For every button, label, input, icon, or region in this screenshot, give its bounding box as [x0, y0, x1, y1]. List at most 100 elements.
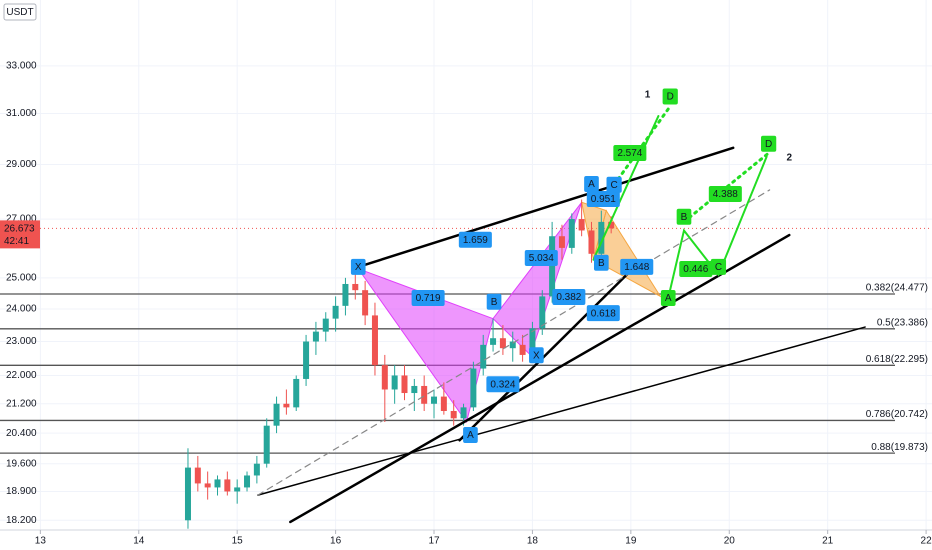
candle-body	[224, 479, 231, 492]
point-label-box	[710, 258, 727, 275]
point-label: A	[588, 179, 595, 190]
pattern-heading: 1	[645, 89, 651, 100]
candle-body	[342, 283, 349, 306]
candle-body	[608, 221, 615, 229]
candle-body	[421, 385, 428, 404]
ratio-label-box	[486, 376, 520, 393]
candle-body	[598, 221, 605, 254]
point-label-box	[529, 347, 544, 364]
trendline	[667, 155, 768, 299]
candle-body	[470, 368, 477, 408]
ratio-label-box	[524, 249, 558, 266]
x-tick-label: 13	[35, 536, 47, 547]
candle-layer	[184, 199, 615, 529]
point-label-box	[350, 258, 366, 275]
x-tick-label: 15	[232, 536, 244, 547]
candle-body	[381, 365, 388, 390]
point-label-box	[660, 289, 676, 306]
y-tick-label: 20.400	[6, 428, 37, 439]
candle-body	[244, 475, 251, 488]
y-tick-label: 33.000	[6, 60, 37, 71]
candle-body	[322, 318, 329, 332]
ratio-label: 0.324	[490, 379, 515, 390]
point-label: A	[665, 293, 672, 304]
point-label: C	[715, 262, 722, 273]
countdown-label: 42:41	[4, 236, 29, 247]
candle-body	[332, 305, 339, 319]
point-label: B	[681, 212, 688, 223]
point-label-box	[606, 176, 622, 193]
point-label-box	[761, 135, 777, 152]
ratio-label: 0.618	[591, 308, 616, 319]
candle-body	[490, 338, 497, 345]
candle-body	[184, 467, 191, 521]
fib-level-label: 0.618(22.295)	[866, 354, 928, 365]
x-tick-label: 16	[330, 536, 342, 547]
y-tick-label: 25.000	[6, 272, 37, 283]
ratio-label-box	[708, 186, 742, 203]
ratio-label-box	[411, 289, 445, 306]
y-tick-label: 18.200	[6, 515, 37, 526]
candle-body	[440, 396, 447, 411]
candle-body	[362, 290, 369, 316]
candle-body	[214, 479, 221, 488]
point-label-box	[662, 88, 678, 105]
point-label-box	[676, 208, 692, 225]
x-tick-label: 19	[625, 536, 637, 547]
axis-layer: USDT 33.000 31.000 29.000 27.000 25.000 24.00…	[0, 3, 932, 547]
point-label: D	[765, 139, 772, 150]
ratio-label-box	[458, 231, 492, 248]
quote-label: USDT	[6, 7, 33, 18]
y-tick-label: 19.600	[6, 458, 37, 469]
candle-body	[431, 396, 438, 404]
candle-body	[204, 483, 211, 488]
candle-body	[509, 341, 516, 349]
point-label: D	[667, 92, 674, 103]
candle-body	[411, 385, 418, 394]
trendline	[356, 146, 735, 269]
y-tick-label: 29.000	[6, 159, 37, 170]
fib-level-label: 0.5(23.386)	[877, 317, 928, 328]
candle-body	[371, 315, 378, 366]
last-price-tag	[0, 220, 40, 249]
candle-body	[273, 403, 280, 426]
point-label-box	[463, 427, 478, 444]
ratio-label: 0.382	[556, 292, 581, 303]
candle-body	[283, 403, 290, 408]
ratio-label-box	[620, 258, 654, 275]
ratio-label-box	[613, 144, 647, 161]
candle-body	[234, 487, 241, 492]
x-tick-label: 21	[822, 536, 834, 547]
candle-body	[312, 331, 319, 342]
grid-layer	[0, 0, 932, 530]
y-tick-label: 31.000	[6, 108, 37, 119]
candle-body	[549, 236, 556, 297]
x-tick-label: 17	[428, 536, 440, 547]
point-label-box	[593, 254, 609, 271]
ratio-label: 0.951	[591, 194, 616, 205]
candle-body	[194, 467, 201, 484]
candle-body	[558, 236, 565, 248]
x-tick-label: 14	[133, 536, 145, 547]
point-label-box	[584, 175, 599, 192]
candle-body	[253, 463, 260, 476]
point-label: X	[533, 350, 540, 361]
point-label: B	[598, 258, 605, 269]
fib-level-label: 0.786(20.742)	[866, 409, 928, 420]
ratio-label-box	[586, 305, 620, 322]
y-tick-label: 22.000	[6, 370, 37, 381]
y-tick-label: 23.000	[6, 336, 37, 347]
point-label-box	[486, 293, 502, 310]
fib-level-label: 0.382(24.477)	[866, 283, 928, 294]
ratio-label: 0.719	[416, 293, 441, 304]
point-label: A	[467, 430, 474, 441]
annotation-layer: 1.659 0.719 5.034 0.382 0.618 0.324 0.951 1.648…	[350, 88, 793, 444]
candle-body	[263, 425, 270, 464]
candle-body	[529, 328, 536, 355]
y-tick-label: 24.000	[6, 304, 37, 315]
last-price-label: 26.673	[4, 224, 35, 235]
pattern-heading: 2	[787, 153, 793, 164]
ratio-label: 1.659	[463, 235, 488, 246]
candle-body	[401, 375, 408, 394]
